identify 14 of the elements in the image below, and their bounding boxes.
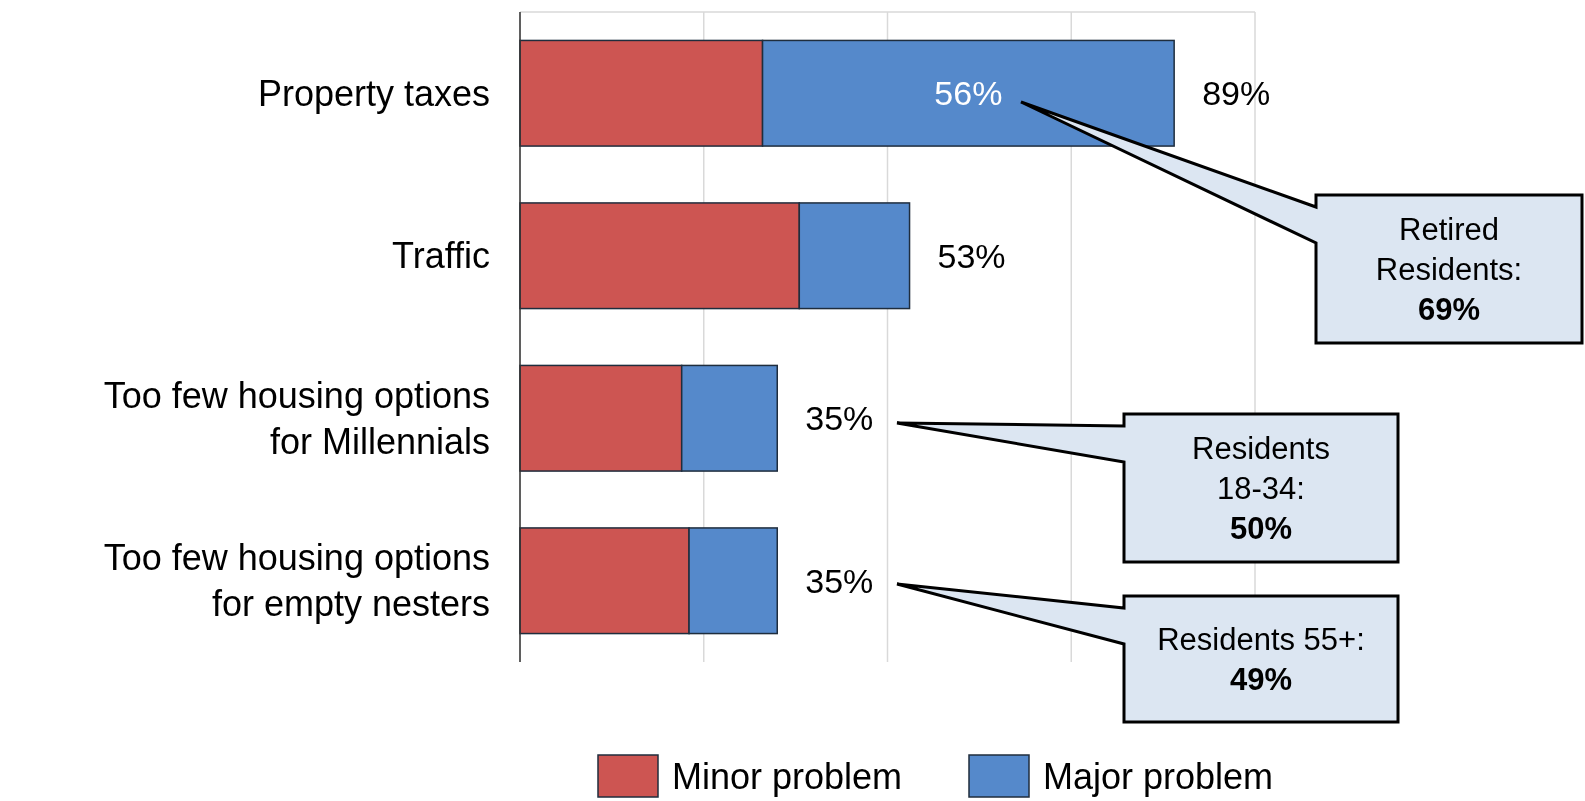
y-tick-label: Too few housing options for Millennials	[103, 374, 490, 462]
annotation: Residents 18-34: 50%	[1192, 430, 1330, 546]
total-label: 35%	[805, 561, 874, 600]
y-tick-label: Traffic	[391, 235, 490, 277]
annotation: Residents 55+: 49%	[1157, 621, 1365, 697]
legend-label: Major problem	[1043, 755, 1274, 797]
y-tick-label: Property taxes	[257, 72, 490, 114]
total-label: 89%	[1202, 74, 1271, 113]
data-label: 56%	[934, 74, 1003, 113]
total-label: 53%	[937, 236, 1006, 275]
text: Retired Residents: 69%	[1375, 211, 1523, 327]
y-tick-label: Too few housing options for empty nesters	[103, 537, 490, 625]
total-label: 35%	[805, 399, 874, 438]
legend-label: Minor problem	[672, 755, 903, 797]
